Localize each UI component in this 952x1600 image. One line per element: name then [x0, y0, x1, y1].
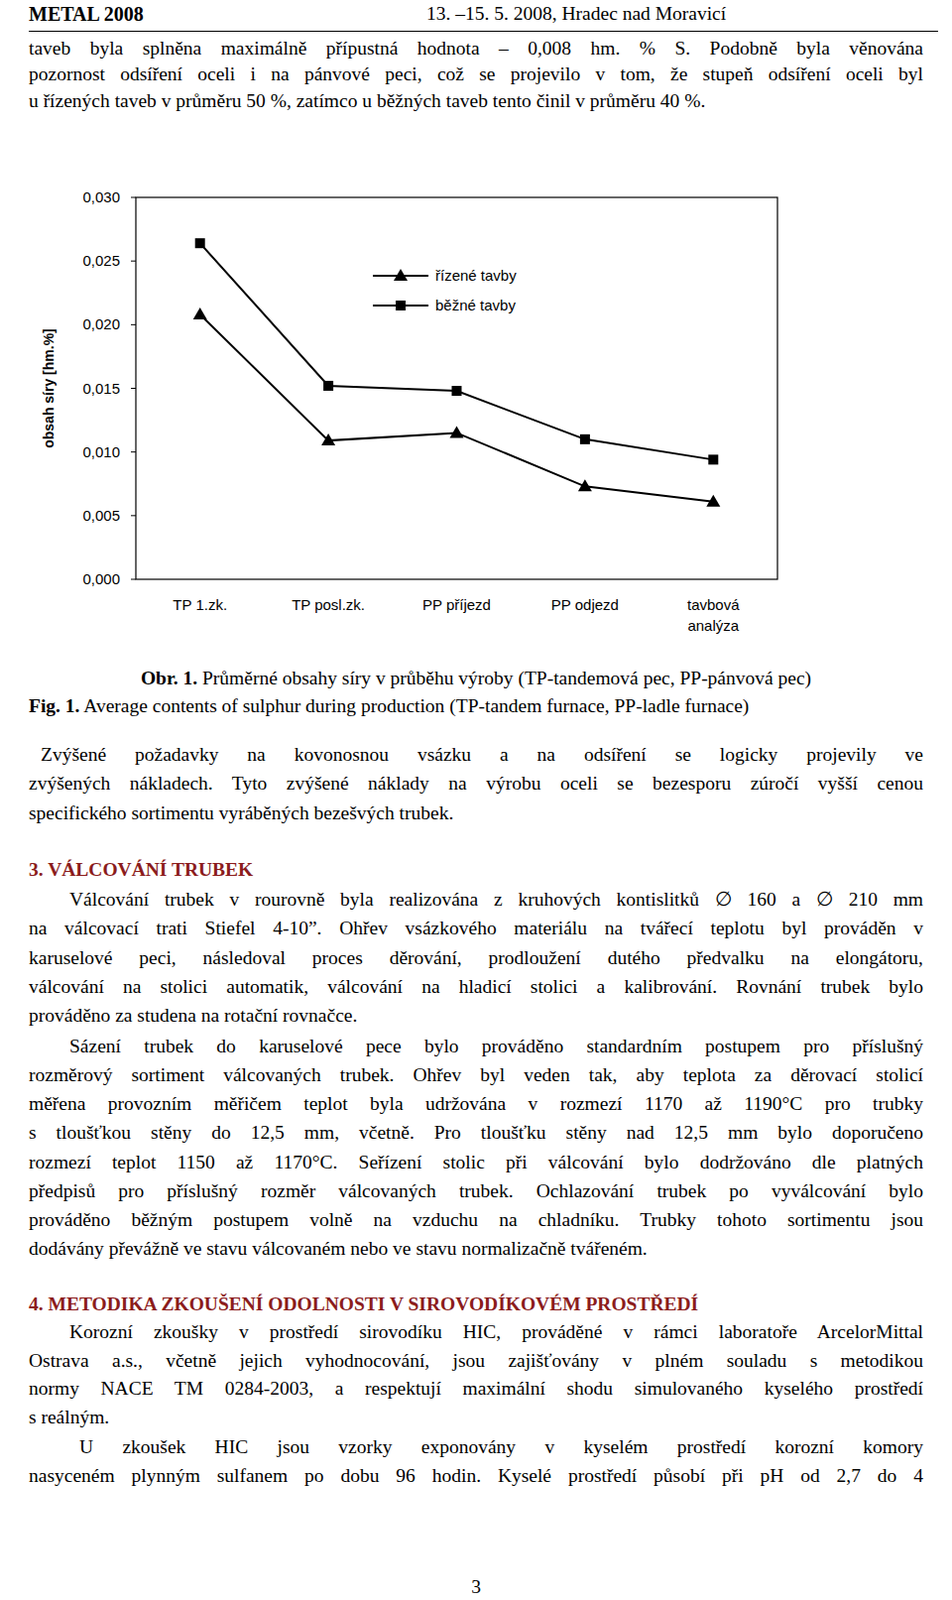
marker-triangle — [450, 425, 465, 438]
caption-cz: Obr. 1. Průměrné obsahy síry v průběhu v… — [0, 664, 952, 693]
x-tick-label: PP odjezd — [535, 594, 635, 615]
plot-frame — [135, 197, 778, 580]
x-tick-label: TP posl.zk. — [278, 594, 378, 615]
y-tick — [130, 324, 136, 326]
text-line: rozměrový sortiment válcovaných trubek. … — [28, 1061, 924, 1089]
marker-square — [708, 454, 718, 465]
text-line: měřena provozním měřičem teplot byla udr… — [28, 1089, 924, 1118]
legend-marker — [395, 300, 406, 311]
section-heading: 4. METODIKA ZKOUŠENÍ ODOLNOSTI V SIROVOD… — [28, 1290, 699, 1318]
marker-triangle — [193, 307, 208, 320]
marker-square — [452, 385, 463, 396]
y-tick-label: 0,025 — [82, 251, 120, 269]
marker-square — [323, 380, 334, 391]
plot-area — [193, 238, 721, 507]
text-line: taveb byla splněna maximálně přípustná h… — [28, 34, 924, 63]
y-tick-label: 0,010 — [82, 443, 120, 461]
y-tick — [130, 514, 136, 516]
series-line — [200, 314, 714, 502]
text-line: specifického sortimentu vyráběných bezeš… — [28, 799, 924, 828]
text-line: karuselové peci, následoval proces děrov… — [28, 944, 924, 972]
y-tick — [130, 451, 136, 453]
marker-triangle — [706, 494, 720, 507]
section-heading: 3. VÁLCOVÁNÍ TRUBEK — [28, 855, 253, 884]
y-tick-label: 0,020 — [82, 315, 120, 333]
y-tick — [130, 579, 136, 581]
text-line: předpisů pro příslušný rozměr válcovanýc… — [28, 1177, 924, 1205]
caption-label: Obr. 1. — [140, 667, 198, 689]
caption-label: Fig. 1. — [28, 695, 80, 716]
x-tick-label: PP příjezd — [407, 594, 507, 615]
marker-square — [580, 434, 591, 445]
y-tick-label: 0,015 — [82, 379, 120, 397]
text-line: s tloušťkou stěny do 12,5 mm, včetně. Pr… — [28, 1118, 924, 1147]
caption-text: Average contents of sulphur during produ… — [83, 695, 749, 716]
page-number: 3 — [0, 1572, 952, 1600]
chart: 0,000 0,005 0,010 0,015 0,020 0,025 0,030 obsah… — [0, 0, 952, 675]
header-right: 13. –15. 5. 2008, Hradec nad Moravicí — [426, 0, 726, 28]
y-tick — [130, 387, 136, 389]
header-left: METAL 2008 — [28, 0, 144, 28]
text-line: s reálným. — [28, 1403, 924, 1431]
y-tick-label: 0,000 — [82, 570, 120, 588]
y-tick — [130, 260, 136, 262]
text-line: zvýšených nákladech. Tyto zvýšené náklad… — [28, 769, 924, 798]
legend-marker — [393, 268, 408, 281]
legend-label: běžné tavby — [435, 296, 516, 314]
y-tick — [130, 197, 136, 199]
x-tick-label: tavbová analýza — [663, 594, 763, 636]
marker-square — [195, 238, 206, 248]
y-tick-label: 0,030 — [82, 188, 120, 206]
marker-triangle — [321, 433, 336, 446]
caption-en: Fig. 1. Average contents of sulphur duri… — [28, 692, 749, 720]
text-line: na válcovací trati Stiefel 4-10”. Ohřev … — [28, 914, 924, 943]
text-line: Korozní zkoušky v prostředí sirovodíku H… — [69, 1317, 924, 1346]
text-line: nasyceném plynným sulfanem po dobu 96 ho… — [28, 1461, 924, 1490]
text-line: dodávány převážně ve stavu válcovaném ne… — [28, 1234, 924, 1263]
caption-text: Průměrné obsahy síry v průběhu výroby (T… — [202, 667, 812, 689]
text-line: normy NACE TM 0284-2003, a respektují ma… — [28, 1374, 924, 1403]
text-line: Válcování trubek v rourovně byla realizo… — [69, 885, 924, 914]
series-line — [200, 242, 714, 460]
text-line: Sázení trubek do karuselové pece bylo pr… — [69, 1032, 924, 1061]
marker-triangle — [578, 478, 593, 491]
text-line: prováděno běžným postupem volně na vzduc… — [28, 1205, 924, 1234]
text-line: válcování na stolici automatik, válcován… — [28, 972, 924, 1001]
legend-label: řízené tavby — [435, 266, 517, 284]
text-line: rozmezí teplot 1150 až 1170°C. Seřízení … — [28, 1148, 924, 1177]
text-line: Zvýšené požadavky na kovonosnou vsázku a… — [40, 740, 924, 769]
x-tick-label: TP 1.zk. — [150, 594, 250, 615]
y-tick-label: 0,005 — [82, 506, 120, 524]
text-line: U zkoušek HIC jsou vzorky exponovány v k… — [79, 1432, 924, 1461]
text-line: prováděno za studena na rotační rovnačce… — [28, 1001, 924, 1030]
text-line: pozornost odsíření oceli i na pánvové pe… — [28, 60, 924, 89]
y-axis-label: obsah síry [hm.%] — [40, 328, 57, 449]
text-line: u řízených taveb v průměru 50 %, zatímco… — [28, 87, 924, 116]
text-line: Ostrava a.s., včetně jejich vyhodnocován… — [28, 1346, 924, 1375]
header-rule — [28, 30, 939, 32]
